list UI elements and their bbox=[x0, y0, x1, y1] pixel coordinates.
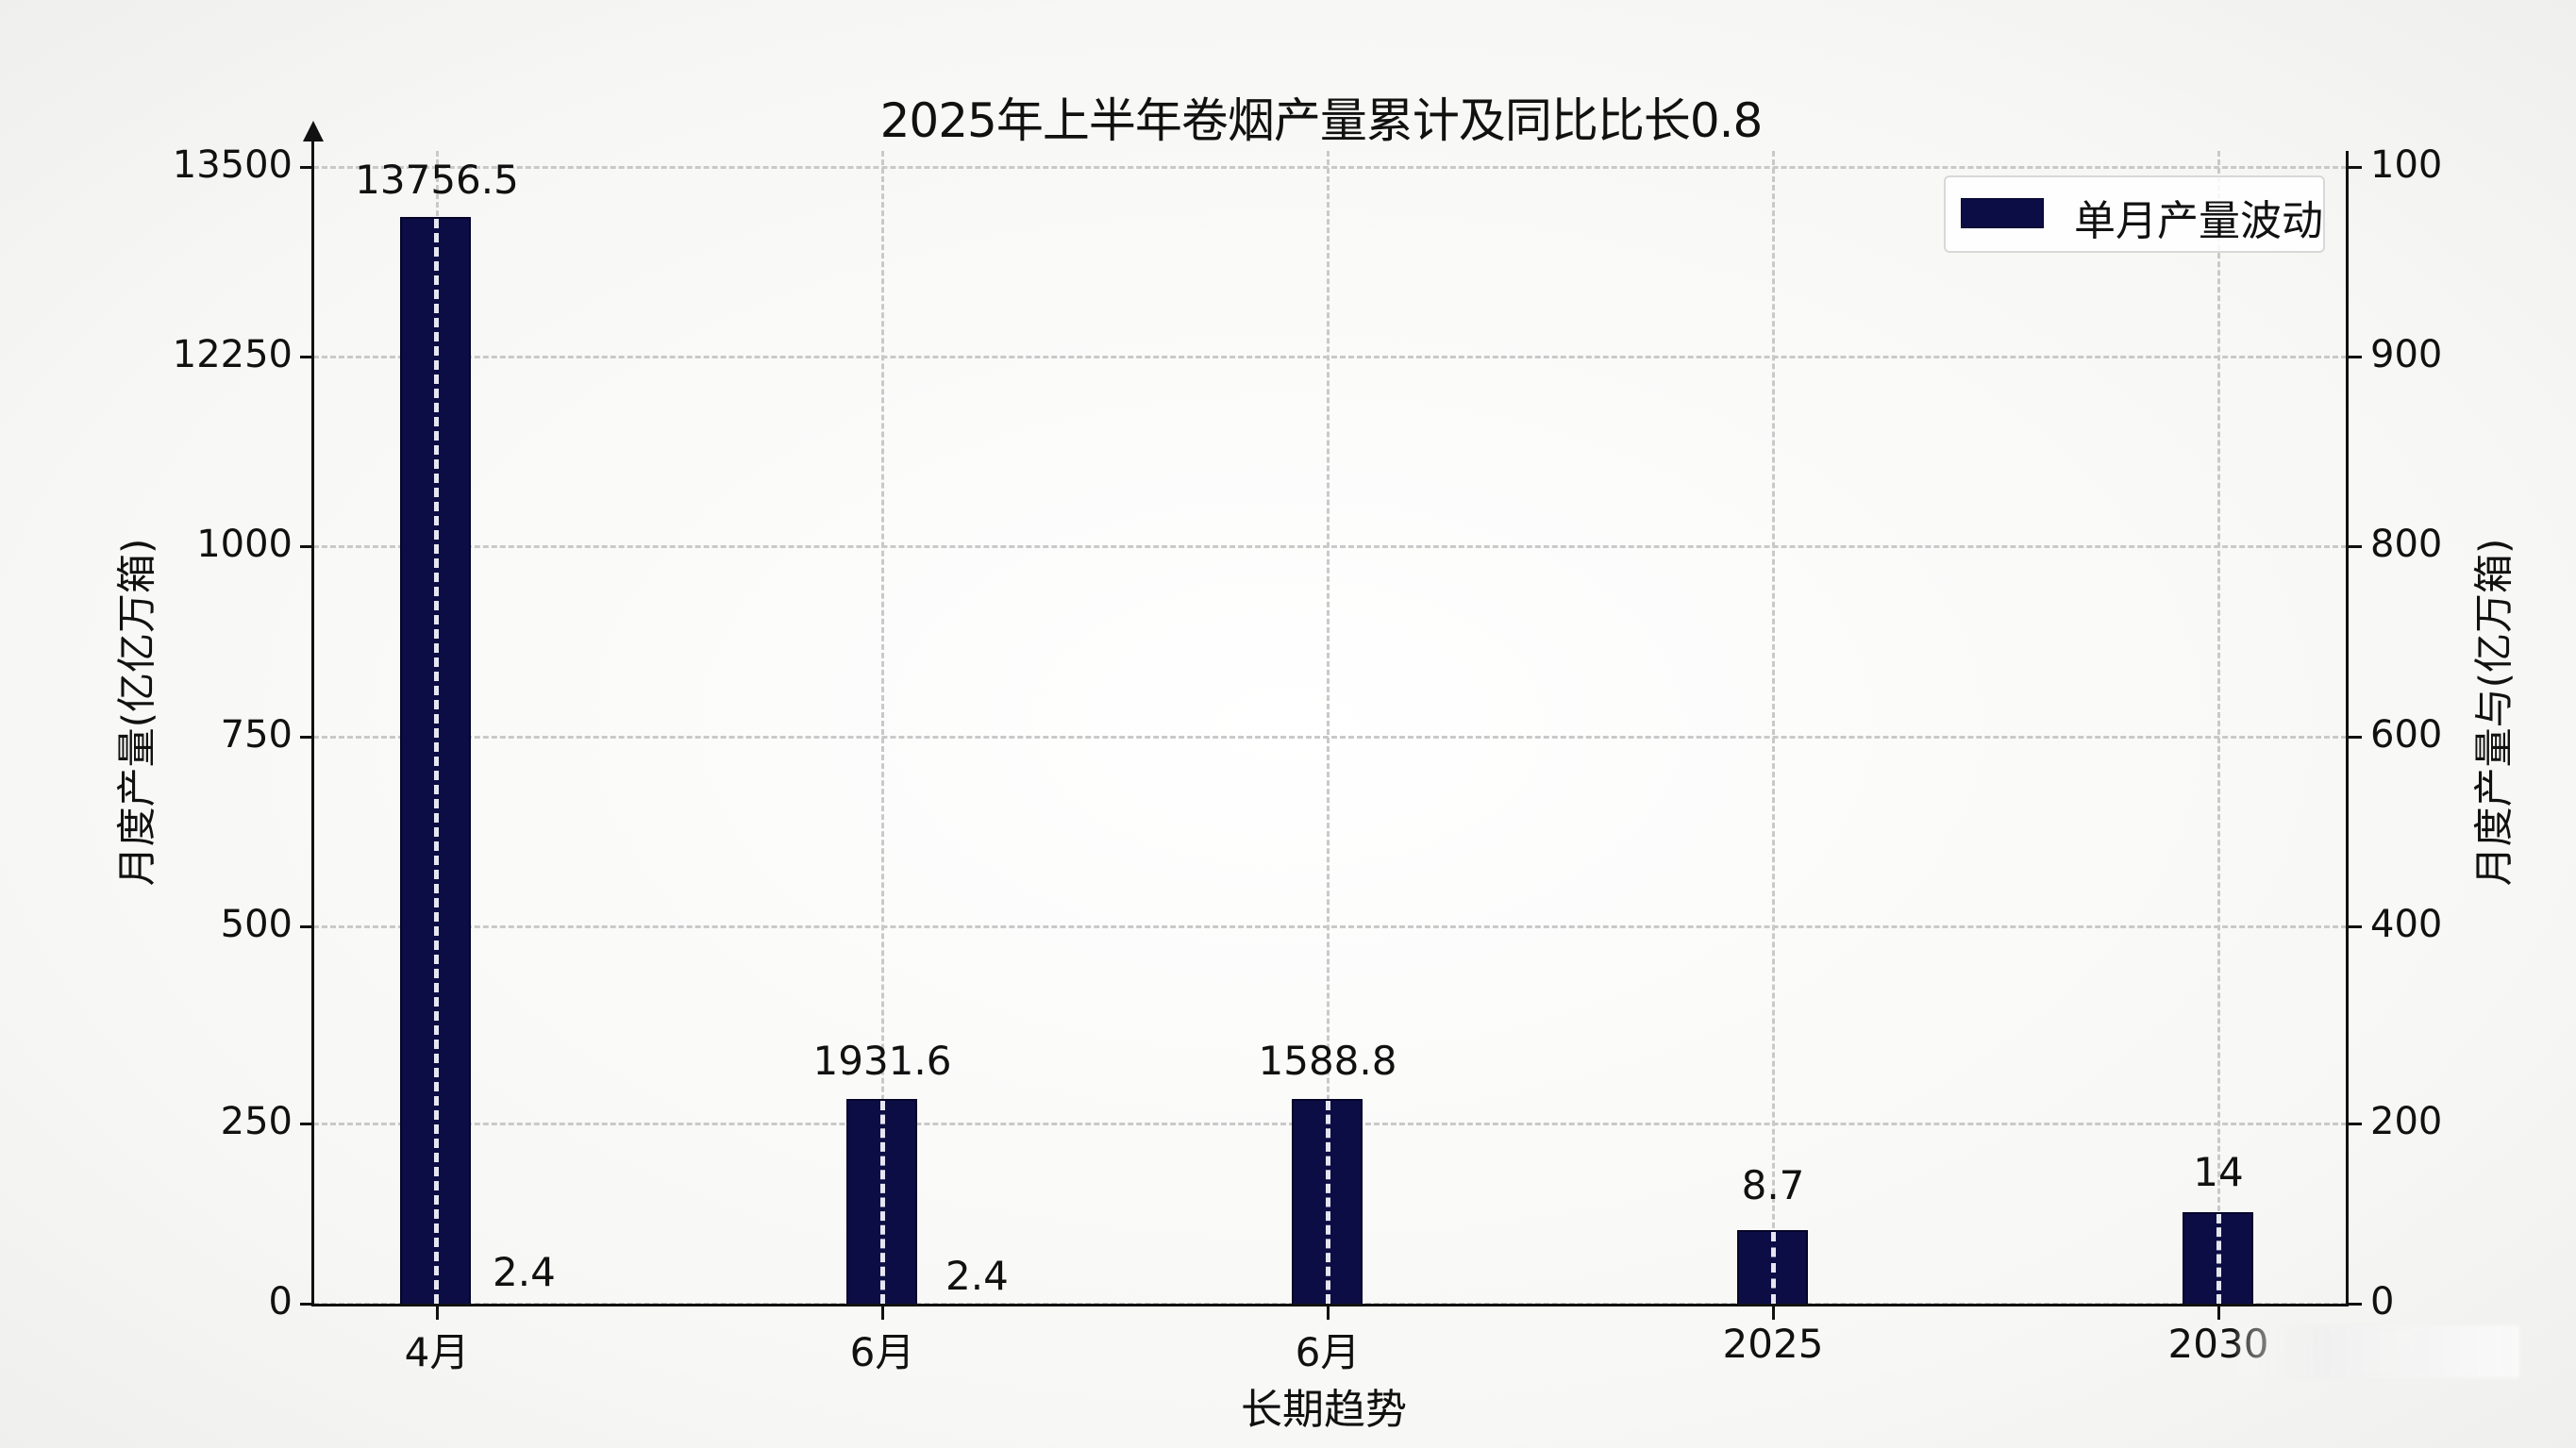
left-tick-label: 500 bbox=[220, 903, 293, 946]
left-axis-title: 月度产量(亿亿万箱) bbox=[113, 538, 160, 887]
h-gridline bbox=[313, 736, 2347, 739]
left-tick-label: 750 bbox=[220, 713, 293, 757]
right-tick bbox=[2349, 925, 2362, 928]
bar-6月-b bbox=[1292, 1099, 1363, 1306]
x-tick-label: 6月 bbox=[849, 1329, 915, 1375]
left-tick bbox=[300, 545, 313, 548]
x-tick bbox=[1772, 1307, 1775, 1320]
left-tick-label: 1000 bbox=[196, 523, 293, 566]
bar-gridline-overlay bbox=[2216, 1214, 2221, 1304]
right-tick-label: 900 bbox=[2370, 333, 2443, 376]
blurred-watermark bbox=[2236, 1325, 2519, 1378]
x-axis-title: 长期趋势 bbox=[1241, 1386, 1407, 1434]
right-tick-label: 0 bbox=[2370, 1280, 2395, 1323]
h-gridline bbox=[313, 356, 2347, 358]
right-tick bbox=[2349, 1303, 2362, 1306]
right-tick-label: 400 bbox=[2370, 903, 2443, 946]
right-tick bbox=[2349, 545, 2362, 548]
axis-arrow-icon bbox=[303, 121, 324, 141]
bar-6月-a bbox=[846, 1099, 917, 1306]
h-gridline bbox=[313, 166, 2347, 169]
bar-value-label: 14 bbox=[2193, 1149, 2244, 1195]
bar-gridline-overlay bbox=[1325, 1101, 1330, 1304]
legend-label: 单月产量波动 bbox=[2074, 197, 2323, 245]
right-tick bbox=[2349, 1123, 2362, 1125]
left-tick bbox=[300, 736, 313, 739]
left-tick bbox=[300, 1303, 313, 1306]
right-tick bbox=[2349, 736, 2362, 739]
bar-gridline-overlay bbox=[1770, 1232, 1776, 1304]
left-tick bbox=[300, 166, 313, 169]
bar-gridline-overlay bbox=[879, 1101, 885, 1304]
x-tick-label: 6月 bbox=[1295, 1329, 1361, 1375]
h-gridline bbox=[313, 545, 2347, 548]
right-tick bbox=[2349, 166, 2362, 169]
x-axis bbox=[311, 1304, 2349, 1307]
bar-value-label: 8.7 bbox=[1741, 1162, 1805, 1208]
right-axis-title: 月度产量与(亿万箱) bbox=[2470, 538, 2517, 887]
annotation-label: 2.4 bbox=[493, 1249, 556, 1295]
x-tick bbox=[2217, 1307, 2220, 1320]
v-gridline bbox=[1772, 151, 1775, 1305]
left-tick bbox=[300, 356, 313, 358]
x-tick bbox=[881, 1307, 884, 1320]
left-tick-label: 13500 bbox=[172, 143, 293, 187]
v-gridline bbox=[1327, 151, 1330, 1305]
x-tick-label: 2025 bbox=[1722, 1321, 1824, 1367]
left-tick-label: 250 bbox=[220, 1100, 293, 1143]
right-tick-label: 100 bbox=[2370, 143, 2443, 187]
annotation-label: 2.4 bbox=[945, 1253, 1009, 1299]
right-tick-label: 800 bbox=[2370, 523, 2443, 566]
v-gridline bbox=[2217, 151, 2220, 1305]
bar-value-label: 1931.6 bbox=[812, 1038, 952, 1084]
h-gridline bbox=[313, 925, 2347, 928]
left-tick bbox=[300, 925, 313, 928]
x-tick bbox=[436, 1307, 439, 1320]
bar-2025 bbox=[1737, 1230, 1808, 1306]
legend-swatch bbox=[1961, 198, 2044, 228]
v-gridline bbox=[881, 151, 884, 1305]
bar-value-label: 13756.5 bbox=[355, 157, 519, 203]
right-y-axis bbox=[2346, 151, 2349, 1306]
left-tick-label: 12250 bbox=[172, 333, 293, 376]
left-y-axis bbox=[311, 130, 314, 1306]
left-tick-label: 0 bbox=[268, 1280, 293, 1323]
bar-4月 bbox=[400, 217, 471, 1306]
right-tick bbox=[2349, 356, 2362, 358]
x-tick-label: 4月 bbox=[404, 1329, 470, 1375]
right-tick-label: 200 bbox=[2370, 1100, 2443, 1143]
bar-value-label: 1588.8 bbox=[1258, 1038, 1397, 1084]
chart-title: 2025年上半年卷烟产量累计及同比比长0.8 bbox=[879, 93, 1764, 148]
bar-2030 bbox=[2183, 1212, 2253, 1306]
left-tick bbox=[300, 1123, 313, 1125]
right-tick-label: 600 bbox=[2370, 713, 2443, 757]
bar-gridline-overlay bbox=[433, 219, 439, 1304]
x-tick bbox=[1327, 1307, 1330, 1320]
legend: 单月产量波动 bbox=[1944, 175, 2325, 253]
